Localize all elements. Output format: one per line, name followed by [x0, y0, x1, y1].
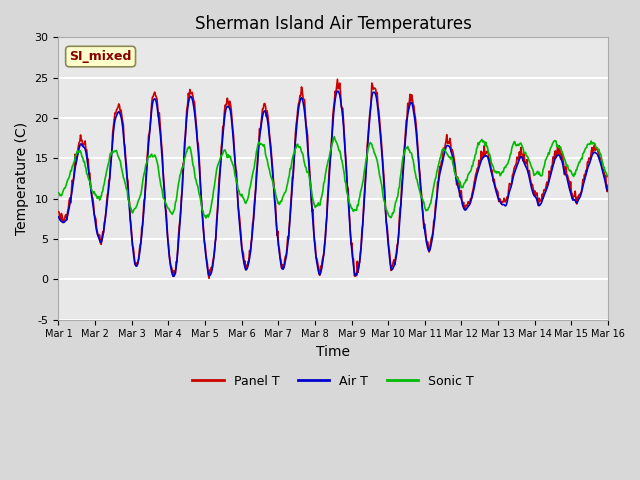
Panel T	[205, 276, 213, 281]
Panel T	[604, 182, 612, 188]
Sonic T	[330, 134, 338, 140]
Panel T	[177, 206, 184, 212]
Air T	[604, 188, 612, 193]
Text: SI_mixed: SI_mixed	[69, 50, 132, 63]
Sonic T	[177, 171, 184, 177]
Panel T	[333, 76, 341, 82]
Line: Air T: Air T	[58, 91, 608, 276]
Line: Panel T: Panel T	[58, 79, 608, 278]
Panel T	[418, 191, 426, 197]
Air T	[402, 135, 410, 141]
Sonic T	[121, 180, 129, 185]
Panel T	[65, 205, 72, 211]
Panel T	[121, 143, 129, 148]
Panel T	[54, 209, 62, 215]
Air T	[121, 150, 129, 156]
Line: Sonic T: Sonic T	[58, 137, 608, 218]
Sonic T	[202, 215, 210, 221]
Legend: Panel T, Air T, Sonic T: Panel T, Air T, Sonic T	[188, 370, 479, 393]
Sonic T	[207, 207, 214, 213]
Air T	[418, 197, 426, 203]
Sonic T	[604, 174, 612, 180]
Air T	[207, 272, 214, 277]
Air T	[178, 198, 186, 204]
Sonic T	[402, 146, 410, 152]
Air T	[333, 88, 341, 94]
Sonic T	[54, 190, 62, 196]
Panel T	[402, 130, 410, 136]
Air T	[65, 209, 72, 215]
Air T	[170, 274, 178, 279]
Sonic T	[65, 176, 72, 182]
Panel T	[207, 270, 214, 276]
Y-axis label: Temperature (C): Temperature (C)	[15, 122, 29, 235]
Air T	[54, 214, 62, 220]
Sonic T	[418, 194, 426, 200]
Title: Sherman Island Air Temperatures: Sherman Island Air Temperatures	[195, 15, 472, 33]
X-axis label: Time: Time	[316, 345, 350, 359]
